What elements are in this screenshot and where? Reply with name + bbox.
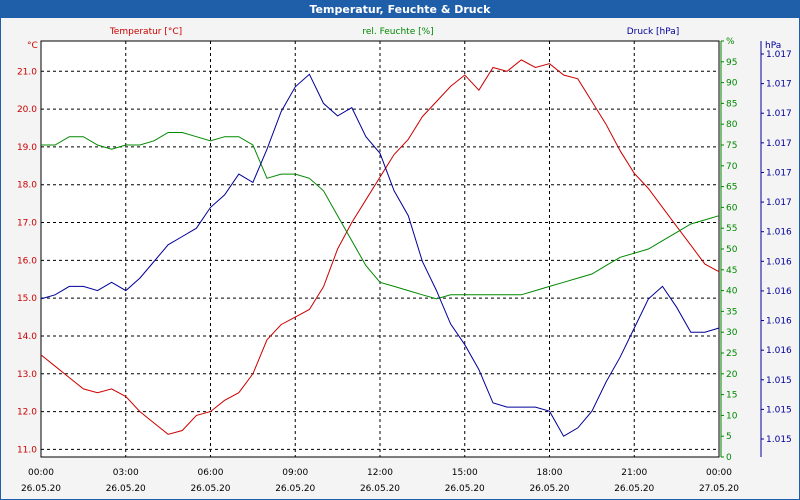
x-tick-time-label: 15:00 — [452, 468, 478, 478]
x-tick-date-label: 26.05.20 — [445, 484, 485, 494]
pressure-tick-label: 1.016 — [766, 287, 792, 297]
x-tick-date-label: 26.05.20 — [275, 484, 315, 494]
humidity-tick-label: 60 — [726, 203, 738, 213]
pressure-tick-label: 1.016 — [766, 228, 792, 238]
pressure-tick-label: 1.017 — [766, 50, 792, 60]
temperature-axis-label: Temperatur [°C] — [109, 27, 182, 37]
x-tick-date-label: 26.05.20 — [190, 484, 230, 494]
humidity-tick-label: 80 — [726, 120, 738, 130]
x-tick-time-label: 00:00 — [28, 468, 54, 478]
humidity-tick-label: 75 — [726, 141, 737, 151]
temperature-tick-label: 18.0 — [17, 181, 37, 191]
humidity-tick-label: 10 — [726, 411, 738, 421]
humidity-line — [41, 132, 720, 300]
temperature-tick-label: 11.0 — [17, 445, 37, 455]
temperature-tick-label: 14.0 — [17, 332, 37, 342]
humidity-tick-label: 20 — [726, 370, 738, 380]
pressure-tick-label: 1.016 — [766, 317, 792, 327]
temperature-line — [40, 59, 720, 435]
humidity-tick-label: % — [726, 37, 735, 47]
humidity-tick-label: 55 — [726, 224, 737, 234]
x-tick-time-label: 06:00 — [198, 468, 224, 478]
x-tick-date-label: 26.05.20 — [529, 484, 569, 494]
x-tick-date-label: 26.05.20 — [360, 484, 400, 494]
pressure-line — [40, 73, 720, 437]
humidity-tick-label: 40 — [726, 287, 738, 297]
pressure-tick-label: 1.017 — [766, 139, 792, 149]
humidity-tick-label: 0 — [726, 453, 732, 463]
pressure-tick-label: 1.015 — [766, 405, 792, 415]
pressure-tick-label: 1.017 — [766, 109, 792, 119]
temperature-tick-label: 19.0 — [17, 143, 37, 153]
x-tick-date-label: 26.05.20 — [614, 484, 654, 494]
plot-area — [40, 40, 720, 458]
temperature-tick-label: 20.0 — [17, 105, 37, 115]
temperature-tick-label: 21.0 — [17, 67, 37, 77]
pressure-axis-label: Druck [hPa] — [627, 27, 680, 37]
humidity-tick-label: 30 — [726, 328, 738, 338]
x-tick-time-label: 12:00 — [367, 468, 393, 478]
humidity-tick-label: 70 — [726, 162, 738, 172]
humidity-tick-label: 35 — [726, 307, 737, 317]
window-title: Temperatur, Feuchte & Druck — [1, 1, 799, 18]
humidity-axis-label: rel. Feuchte [%] — [362, 27, 433, 37]
x-tick-time-label: 18:00 — [537, 468, 563, 478]
chart-canvas: Temperatur [°C] rel. Feuchte [%] Druck [hP… — [17, 27, 792, 494]
temperature-tick-label: 16.0 — [17, 256, 37, 266]
pressure-unit-label: hPa — [765, 41, 781, 51]
humidity-tick-label: 45 — [726, 266, 737, 276]
humidity-tick-label: 85 — [726, 99, 737, 109]
humidity-tick-label: 90 — [726, 79, 738, 89]
temperature-tick-label: 17.0 — [17, 219, 37, 229]
x-tick-date-label: 26.05.20 — [106, 484, 146, 494]
x-tick-time-label: 21:00 — [621, 468, 647, 478]
humidity-tick-label: 5 — [726, 432, 732, 442]
pressure-tick-label: 1.016 — [766, 257, 792, 267]
temperature-tick-label: 15.0 — [17, 294, 37, 304]
x-tick-date-label: 27.05.20 — [699, 484, 739, 494]
humidity-tick-label: 25 — [726, 349, 737, 359]
pressure-tick-label: 1.017 — [766, 198, 792, 208]
temperature-tick-label: 12.0 — [17, 408, 37, 418]
temperature-unit-label: °C — [27, 41, 38, 51]
humidity-tick-label: 95 — [726, 58, 737, 68]
pressure-tick-label: 1.015 — [766, 376, 792, 386]
x-tick-date-label: 26.05.20 — [21, 484, 61, 494]
humidity-tick-label: 15 — [726, 391, 737, 401]
x-tick-time-label: 00:00 — [706, 468, 732, 478]
x-tick-time-label: 09:00 — [282, 468, 308, 478]
humidity-tick-label: 65 — [726, 183, 737, 193]
x-tick-time-label: 03:00 — [113, 468, 139, 478]
temperature-tick-label: 13.0 — [17, 370, 37, 380]
pressure-tick-label: 1.017 — [766, 168, 792, 178]
pressure-tick-label: 1.015 — [766, 435, 792, 445]
pressure-tick-label: 1.016 — [766, 346, 792, 356]
humidity-tick-label: 50 — [726, 245, 738, 255]
pressure-tick-label: 1.017 — [766, 80, 792, 90]
